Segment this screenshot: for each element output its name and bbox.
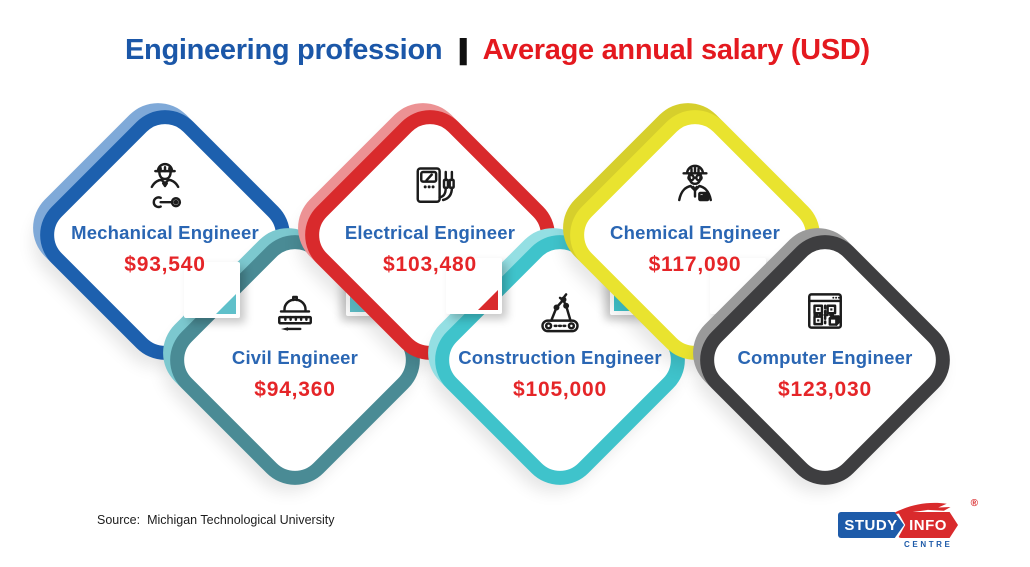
electrical-engineer-icon [416, 167, 455, 203]
title-part1: Engineering profession [125, 34, 443, 66]
registered-trademark-icon: ® [970, 498, 978, 509]
salary-value: $94,360 [254, 378, 336, 401]
card-mechanical: Mechanical Engineer $93,540 [47, 158, 283, 277]
profession-label: Mechanical Engineer [71, 222, 259, 243]
studyinfo-centre-logo: ® STUDY INFO CENTRE [838, 498, 978, 551]
profession-label: Electrical Engineer [344, 222, 516, 243]
construction-engineer-icon [541, 293, 579, 333]
logo-info-badge: INFO [898, 512, 958, 538]
computer-engineer-icon [808, 293, 842, 329]
page-title: Engineering profession | Average annual … [125, 34, 870, 67]
card-construction: Construction Engineer $105,000 [442, 283, 678, 402]
profession-label: Construction Engineer [458, 347, 662, 368]
card-electrical: Electrical Engineer $103,480 [312, 158, 548, 277]
logo-study-badge: STUDY [838, 512, 904, 538]
salary-value: $93,540 [124, 253, 206, 276]
profession-label: Computer Engineer [737, 347, 913, 368]
card-computer: Computer Engineer $123,030 [707, 283, 943, 402]
profession-label: Chemical Engineer [610, 222, 780, 243]
chemical-engineer-icon [678, 164, 712, 202]
card-civil: Civil Engineer $94,360 [177, 283, 413, 402]
salary-value: $123,030 [778, 378, 872, 401]
mechanical-engineer-icon [150, 162, 182, 209]
source-line: Source: Michigan Technological University [97, 513, 334, 527]
fold-tab-electrical-construction [446, 258, 502, 314]
fold-tab-mech-civil [184, 262, 240, 318]
card-chemical: Chemical Engineer $117,090 [577, 158, 813, 277]
civil-engineer-icon [278, 295, 312, 331]
profession-label: Civil Engineer [231, 347, 359, 368]
title-separator: | [455, 34, 471, 66]
source-label: Source: [97, 513, 141, 527]
logo-wordmark: STUDY INFO [838, 512, 958, 538]
salary-value: $105,000 [513, 378, 607, 401]
airplane-icon [891, 502, 951, 515]
salary-value: $117,090 [648, 253, 742, 276]
source-text: Michigan Technological University [147, 513, 335, 527]
logo-centre-text: CENTRE [904, 540, 953, 549]
salary-value: $103,480 [383, 253, 477, 276]
title-part2: Average annual salary (USD) [482, 34, 871, 66]
